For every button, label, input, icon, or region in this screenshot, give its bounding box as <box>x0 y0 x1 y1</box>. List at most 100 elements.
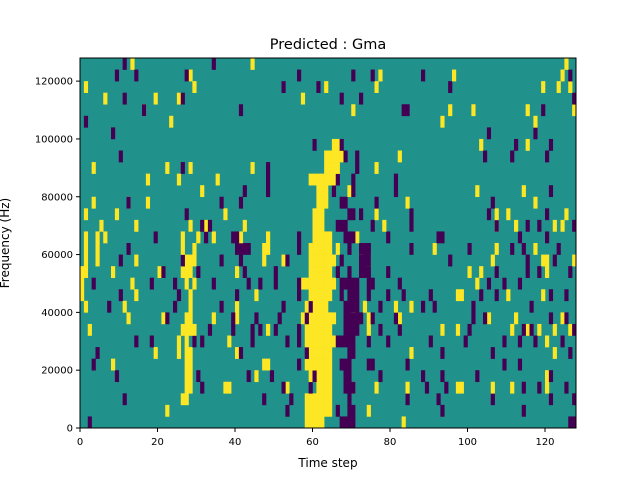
heatmap-cell-high <box>83 300 89 313</box>
heatmap-cell-high <box>455 381 461 394</box>
heatmap-cell-low <box>432 300 437 313</box>
heatmap-cell-low <box>486 277 492 290</box>
heatmap-cell-high <box>134 254 139 267</box>
heatmap-cell-high <box>378 69 383 82</box>
heatmap-cell-low <box>173 277 178 290</box>
heatmap-cell-high <box>316 231 321 244</box>
heatmap-cell-low <box>548 138 554 151</box>
heatmap-cell-low <box>142 104 147 117</box>
heatmap-cell-high <box>235 266 240 278</box>
heatmap-cell-high <box>153 347 158 359</box>
heatmap-cell-high <box>328 254 333 267</box>
heatmap-cell-high <box>328 243 333 255</box>
heatmap-cell-high <box>374 381 379 394</box>
heatmap-cell-high <box>192 254 197 267</box>
heatmap-cell-low <box>107 300 112 313</box>
heatmap-cell-high <box>316 416 321 429</box>
heatmap-cell-low <box>281 300 286 313</box>
heatmap-cell-low <box>273 266 278 278</box>
heatmap-cell-low <box>537 381 542 394</box>
heatmap-cell-high <box>552 323 557 336</box>
heatmap-cell-low <box>366 358 371 371</box>
heatmap-cell-high <box>87 323 92 336</box>
heatmap-cell-high <box>324 162 329 174</box>
heatmap-cell-low <box>347 416 352 429</box>
heatmap-cell-low <box>351 173 356 186</box>
heatmap-cell-high <box>328 312 333 325</box>
heatmap-cell-high <box>281 254 286 267</box>
heatmap-cell-low <box>266 185 271 198</box>
heatmap-cell-low <box>525 254 530 267</box>
heatmap-cell-high <box>262 254 267 267</box>
heatmap-cell-low <box>502 277 507 290</box>
heatmap-cell-high <box>324 347 329 359</box>
heatmap-cell-low <box>568 69 573 82</box>
heatmap-cell-low <box>335 173 340 186</box>
heatmap-cell-low <box>347 312 352 325</box>
heatmap-cell-high <box>560 219 565 232</box>
heatmap-cell-low <box>529 323 534 336</box>
heatmap-cell-low <box>393 173 399 186</box>
heatmap-cell-low <box>343 335 348 348</box>
heatmap-cell-high <box>308 347 313 359</box>
heatmap-cell-high <box>316 393 321 406</box>
heatmap-cell-low <box>355 289 360 302</box>
heatmap-cell-high <box>320 185 325 198</box>
heatmap-cell-high <box>266 243 271 255</box>
heatmap-cell-high <box>285 381 290 394</box>
heatmap-cell-low <box>564 381 569 394</box>
heatmap-cell-high <box>459 289 464 302</box>
heatmap-cell-high <box>266 323 271 336</box>
heatmap-cell-low <box>211 277 216 290</box>
heatmap-cell-low <box>347 393 352 406</box>
heatmap-cell-low <box>273 277 278 290</box>
y-axis: 0 20000 40000 60000 80000 100000 120000 <box>35 77 80 435</box>
heatmap-cell-high <box>541 81 546 93</box>
heatmap-cell-low <box>297 69 302 82</box>
heatmap-cell-low <box>568 347 573 359</box>
heatmap-cell-low <box>366 277 371 290</box>
heatmap-cell-high <box>180 323 185 336</box>
heatmap-cell-low <box>176 289 182 302</box>
heatmap-cell-high <box>455 289 461 302</box>
heatmap-cell-high <box>324 254 329 267</box>
heatmap-cell-high <box>459 381 464 394</box>
heatmap-cell-low <box>436 393 441 406</box>
heatmap-cell-low <box>238 254 244 267</box>
heatmap-cell-high <box>401 416 406 429</box>
heatmap-cell-low <box>254 312 259 325</box>
heatmap-cell-low <box>266 173 271 186</box>
heatmap-cell-low <box>343 196 348 209</box>
heatmap-cell-low <box>339 289 344 302</box>
heatmap-cell-low <box>200 381 205 394</box>
heatmap-cell-low <box>359 254 364 267</box>
heatmap-cell-high <box>479 138 484 151</box>
heatmap-cell-high <box>316 196 321 209</box>
heatmap-cell-high <box>95 254 100 267</box>
heatmap-cell-high <box>324 196 329 209</box>
heatmap-cell-low <box>370 219 375 232</box>
heatmap-cell-low <box>467 243 472 255</box>
heatmap-cell-high <box>80 277 85 290</box>
heatmap-cell-high <box>204 219 209 232</box>
heatmap-cell-high <box>328 289 333 302</box>
heatmap-cell-low <box>440 370 445 383</box>
heatmap-cell-low <box>242 185 247 198</box>
heatmap-cell-low <box>370 312 375 325</box>
heatmap-cell-high <box>324 300 329 313</box>
heatmap-cell-low <box>343 312 348 325</box>
heatmap-cell-high <box>176 335 182 348</box>
heatmap-cell-high <box>366 323 371 336</box>
heatmap-cell-low <box>258 323 263 336</box>
heatmap-cell-low <box>347 323 352 336</box>
heatmap-cell-high <box>184 266 189 278</box>
heatmap-cell-low <box>246 370 251 383</box>
heatmap-cell-high <box>366 404 371 417</box>
heatmap-cell-low <box>440 231 445 244</box>
heatmap-cell-low <box>238 104 244 117</box>
heatmap-cell-low <box>331 185 337 198</box>
heatmap-cell-high <box>316 208 321 221</box>
heatmap-cell-high <box>316 312 321 325</box>
heatmap-cell-low <box>231 231 236 244</box>
heatmap-cell-low <box>521 381 526 394</box>
